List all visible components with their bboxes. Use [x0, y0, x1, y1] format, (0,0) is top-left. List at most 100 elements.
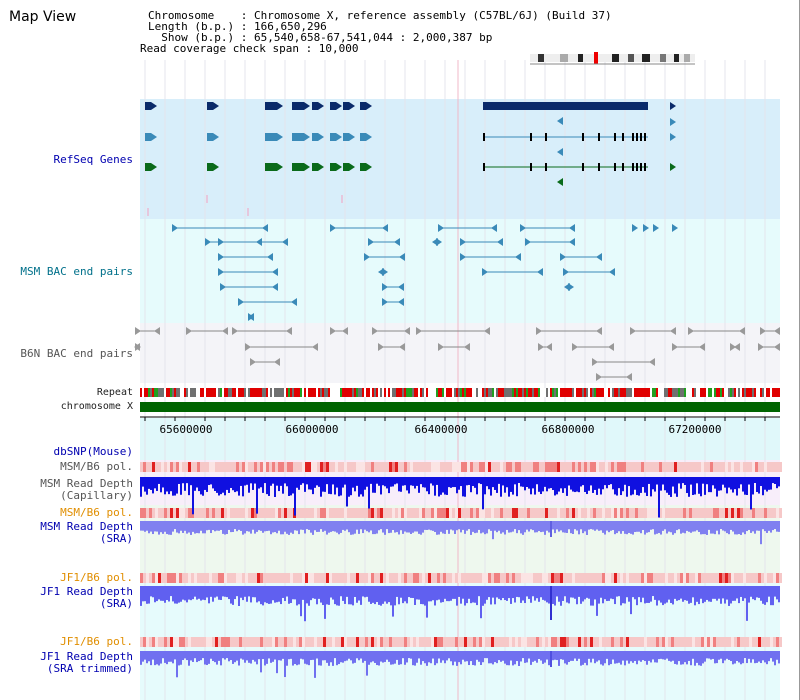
jf1-pol-strip-2 [362, 637, 365, 647]
b6n-bac-end [592, 358, 598, 366]
jf1-depth-trimmed-bar [362, 651, 364, 663]
msm-depth-sra-bar [730, 521, 732, 530]
msm-depth-sra-bar [684, 521, 686, 534]
msm-pol-strip-1 [779, 462, 782, 472]
jf1-pol-strip-2 [389, 637, 392, 647]
jf1-depth-sra-bar [442, 586, 444, 603]
msm-pol-strip-2 [284, 508, 287, 518]
jf1-pol-strip-1 [659, 573, 662, 583]
jf1-depth-trimmed-bar [580, 651, 582, 666]
jf1-pol-strip-2 [776, 637, 779, 647]
repeat-element [294, 388, 296, 397]
jf1-depth-sra-bar [688, 586, 690, 604]
jf1-depth-trimmed-bar [186, 651, 188, 661]
jf1-pol-strip-1 [662, 573, 665, 583]
msm-depth-sra-bar [714, 521, 716, 535]
repeat-element [546, 388, 548, 397]
msm-depth-capillary-bar [744, 477, 746, 495]
msm-bac-end [218, 238, 224, 246]
msm-bac-end [460, 238, 466, 246]
jf1-depth-sra-bar [756, 586, 758, 598]
jf1-pol-strip-2 [407, 637, 410, 647]
jf1-depth-trimmed-bar [352, 651, 354, 664]
jf1-pol-strip-2 [560, 637, 563, 647]
repeat-element [634, 388, 636, 397]
msm-depth-sra-bar [208, 521, 210, 530]
refseq-gene-exon [145, 163, 151, 171]
jf1-depth-sra-bar [320, 586, 322, 603]
jf1-pol-strip-1 [479, 573, 482, 583]
msm-depth-sra-bar [446, 521, 448, 530]
jf1-pol-strip-1 [569, 573, 572, 583]
jf1-depth-sra-bar [230, 586, 232, 604]
jf1-depth-sra-bar [180, 586, 182, 602]
msm-pol-strip-2 [485, 508, 488, 518]
repeat-element [456, 388, 458, 397]
msm-pol-strip-2 [563, 508, 566, 518]
b6n-bac-end [330, 327, 336, 335]
msm-depth-sra-bar [556, 521, 558, 530]
msm-depth-capillary-bar [414, 477, 416, 489]
jf1-depth-trimmed-bar [584, 651, 586, 663]
msm-pol-strip-2 [641, 508, 644, 518]
track-label-refseq[interactable]: RefSeq Genes [53, 153, 133, 166]
jf1-pol-strip-2 [371, 637, 374, 647]
track-label-b6n-bac[interactable]: B6N BAC end pairs [20, 347, 133, 360]
msm-pol-strip-1 [755, 462, 758, 472]
jf1-pol-strip-2 [716, 637, 719, 647]
msm-depth-sra-bar [144, 521, 146, 532]
jf1-depth-sra-bar [488, 586, 490, 598]
jf1-depth-trimmed-bar [604, 651, 606, 664]
jf1-pol-strip-1 [599, 573, 602, 583]
msm-depth-capillary-bar [578, 477, 580, 493]
repeat-element [768, 388, 770, 397]
msm-pol-strip-1 [581, 462, 584, 472]
jf1-pol-strip-1 [728, 573, 731, 583]
jf1-depth-sra-bar [338, 586, 340, 606]
refseq-strand-arrow [670, 102, 676, 110]
jf1-pol-strip-1 [350, 573, 353, 583]
msm-depth-sra-bar [258, 521, 260, 531]
repeat-element [582, 388, 584, 397]
repeat-element [776, 388, 778, 397]
repeat-element [756, 388, 758, 397]
jf1-pol-strip-2 [692, 637, 695, 647]
jf1-depth-trimmed-bar [410, 651, 412, 659]
msm-pol-strip-2 [386, 508, 389, 518]
jf1-depth-trimmed-bar [484, 651, 486, 659]
msm-bac-end [537, 268, 543, 276]
track-label-msm-bac[interactable]: MSM BAC end pairs [20, 265, 133, 278]
track-label-dbsnp[interactable]: dbSNP(Mouse) [53, 445, 133, 458]
jf1-pol-strip-1 [698, 573, 701, 583]
msm-depth-sra-bar [176, 521, 178, 533]
refseq-gene-exon [343, 102, 349, 110]
msm-pol-strip-2 [638, 508, 641, 518]
msm-depth-sra-bar [224, 521, 226, 535]
msm-depth-capillary-bar [202, 477, 204, 496]
msm-pol-strip-2 [224, 508, 227, 518]
refseq-gene-exon [360, 102, 366, 110]
jf1-pol-strip-2 [581, 637, 584, 647]
jf1-depth-trimmed-bar [480, 651, 482, 665]
jf1-depth-sra-bar [220, 586, 222, 600]
repeat-element [704, 388, 706, 397]
repeat-element [772, 388, 774, 397]
jf1-depth-trimmed-bar [398, 651, 400, 665]
msm-depth-sra-bar [160, 521, 162, 533]
jf1-depth-sra-bar [650, 586, 652, 602]
msm-depth-capillary-bar [282, 477, 284, 494]
msm-depth-sra-bar [246, 521, 248, 532]
msm-depth-capillary-bar [674, 477, 676, 494]
jf1-depth-sra-bar [456, 586, 458, 606]
jf1-pol-strip-1 [332, 573, 335, 583]
msm-pol-strip-1 [536, 462, 539, 472]
repeat-element [400, 388, 402, 397]
jf1-depth-trimmed-bar [240, 651, 242, 659]
jf1-depth-trimmed-bar [652, 651, 654, 660]
repeat-element [346, 388, 348, 397]
b6n-bac-end [626, 373, 632, 381]
jf1-pol-strip-1 [353, 573, 356, 583]
msm-depth-sra-bar [518, 521, 520, 531]
